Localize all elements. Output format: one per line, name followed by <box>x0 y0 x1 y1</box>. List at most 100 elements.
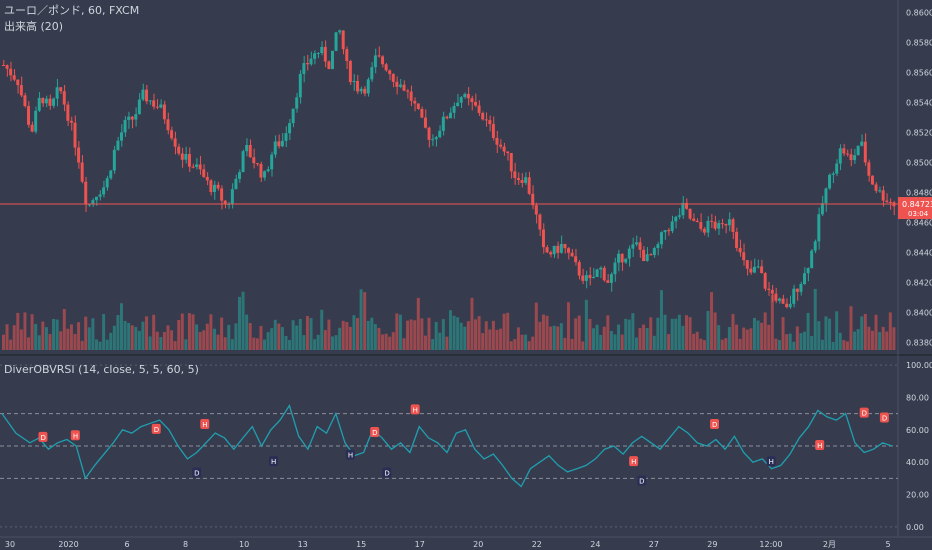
candle-body <box>170 130 174 139</box>
candle-body <box>584 275 588 281</box>
volume-bar <box>427 317 431 350</box>
candle-body <box>120 132 123 141</box>
volume-bar <box>688 317 692 350</box>
candle-body <box>191 166 195 168</box>
volume-bar <box>230 339 234 350</box>
candle-body <box>609 274 613 283</box>
candle-body <box>563 243 567 249</box>
volume-bar <box>55 319 59 350</box>
volume-bar <box>735 324 739 350</box>
volume-bar <box>184 339 188 350</box>
candle-body <box>166 119 170 131</box>
volume-bar <box>484 321 488 350</box>
divergence-label: H <box>631 458 636 466</box>
volume-bar <box>624 318 628 350</box>
volume-bar <box>177 320 181 350</box>
volume-bar <box>842 340 846 350</box>
candle-body <box>438 130 442 138</box>
candle-body <box>649 254 653 256</box>
volume-legend[interactable]: 出来高 (20) <box>4 20 64 33</box>
candle-body <box>173 138 177 147</box>
volume-bar <box>384 333 388 350</box>
volume-bar <box>692 333 696 350</box>
volume-bar <box>91 318 95 350</box>
volume-bar <box>441 319 445 350</box>
candle-body <box>781 298 785 304</box>
volume-bar <box>434 321 438 350</box>
volume-bar <box>102 314 106 350</box>
divergence-label: H <box>271 458 276 466</box>
volume-bar <box>556 326 560 350</box>
candle-body <box>749 268 753 273</box>
volume-bar <box>323 330 327 350</box>
volume-bar <box>584 299 588 350</box>
volume-bar <box>667 334 671 350</box>
volume-bar <box>255 338 259 350</box>
candle-body <box>606 280 610 283</box>
volume-bar <box>552 325 556 350</box>
candle-body <box>824 188 828 204</box>
volume-bar <box>77 322 81 350</box>
divergence-marker <box>410 404 420 415</box>
candle-body <box>177 146 181 154</box>
volume-bar <box>770 294 774 350</box>
divergence-label: D <box>40 434 45 442</box>
candle-body <box>162 104 166 120</box>
volume-bar <box>316 334 320 350</box>
candle-body <box>495 137 499 145</box>
candle-body <box>567 248 570 253</box>
volume-bar <box>112 325 116 350</box>
volume-bar <box>685 315 688 350</box>
volume-bar <box>205 323 209 350</box>
candle-body <box>252 157 256 164</box>
indicator-legend[interactable]: DiverOBVRSI (14, close, 5, 5, 60, 5) <box>4 363 199 376</box>
candle-body <box>863 141 867 163</box>
candle-body <box>334 32 338 51</box>
volume-bar <box>202 330 206 350</box>
volume-bar <box>223 337 227 350</box>
candle-body <box>752 266 756 273</box>
volume-bar <box>234 323 238 350</box>
volume-bar <box>62 308 66 350</box>
divergence-marker <box>815 440 825 450</box>
volume-bar <box>856 329 860 350</box>
volume-bar <box>162 332 166 350</box>
candle-body <box>305 63 309 65</box>
volume-bar <box>209 314 213 350</box>
candle-body <box>84 181 88 205</box>
volume-bar <box>266 332 270 350</box>
volume-bar <box>702 340 706 350</box>
candle-body <box>881 190 885 201</box>
volume-bar <box>245 314 249 350</box>
volume-bar <box>402 338 406 350</box>
volume-bar <box>191 314 195 350</box>
candle-body <box>102 187 106 195</box>
candle-body <box>327 61 331 70</box>
candle-body <box>291 108 295 124</box>
volume-bar <box>817 321 821 350</box>
candle-body <box>187 154 191 167</box>
candle-body <box>620 253 624 263</box>
candle-body <box>180 153 184 160</box>
volume-bar <box>649 317 653 350</box>
volume-bar <box>356 318 359 350</box>
volume-bar <box>570 338 574 350</box>
volume-bar <box>445 336 449 350</box>
candle-body <box>255 163 259 165</box>
time-axis-tick: 17 <box>415 540 425 549</box>
symbol-title[interactable]: ユーロ／ポンド, 60, FXCM <box>4 4 140 17</box>
candle-body <box>667 230 671 232</box>
candle-body <box>323 46 327 62</box>
volume-bar <box>491 320 495 350</box>
volume-bar <box>252 337 256 350</box>
candle-body <box>874 184 878 191</box>
volume-bar <box>334 335 338 350</box>
candle-body <box>2 65 5 66</box>
divergence-marker <box>370 427 380 438</box>
divergence-label: D <box>372 429 377 437</box>
candle-body <box>520 180 524 183</box>
candle-body <box>849 154 853 161</box>
candle-body <box>652 248 656 256</box>
volume-bar <box>370 317 374 350</box>
volume-bar <box>613 334 617 350</box>
